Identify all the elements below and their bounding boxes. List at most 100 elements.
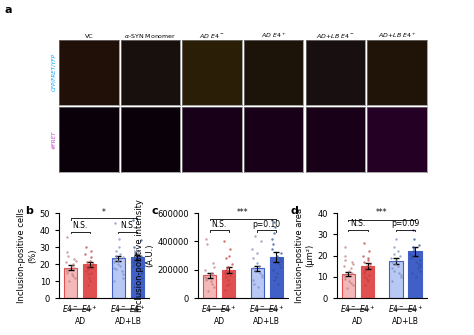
Point	[412, 259, 420, 265]
Point	[221, 270, 229, 275]
Point	[85, 275, 93, 280]
Point	[64, 250, 71, 255]
Point	[271, 225, 279, 230]
Point	[225, 281, 233, 287]
Point	[110, 278, 118, 284]
Point	[131, 250, 139, 255]
Point	[412, 274, 419, 280]
Point	[129, 263, 137, 269]
Point	[273, 253, 281, 258]
Point	[269, 242, 277, 247]
Point	[273, 274, 280, 280]
Point	[112, 267, 120, 272]
Point	[363, 264, 371, 269]
Point	[129, 260, 137, 265]
Point	[271, 230, 278, 236]
Point	[410, 247, 418, 252]
Point	[202, 277, 210, 282]
Point	[226, 273, 234, 278]
Point	[84, 272, 91, 277]
Point	[62, 260, 70, 265]
Point	[138, 265, 146, 270]
Y-axis label: Inclusion-positive area
(μm²): Inclusion-positive area (μm²)	[295, 208, 315, 303]
Point	[111, 221, 119, 226]
Text: AD+LB: AD+LB	[253, 317, 280, 326]
Point	[134, 248, 142, 253]
Point	[69, 262, 77, 267]
Point	[137, 272, 144, 277]
Point	[349, 262, 357, 267]
Point	[210, 284, 218, 289]
Point	[137, 253, 145, 258]
Text: AD: AD	[75, 317, 86, 326]
Point	[341, 276, 349, 282]
Point	[132, 258, 139, 263]
Text: d: d	[291, 206, 298, 216]
Point	[220, 239, 228, 244]
Point	[392, 262, 399, 267]
Point	[71, 265, 78, 270]
Point	[72, 275, 79, 280]
Point	[115, 236, 123, 241]
Point	[209, 260, 217, 265]
Point	[340, 264, 347, 269]
Point	[110, 256, 118, 262]
Point	[416, 264, 423, 269]
Point	[251, 267, 259, 272]
Point	[225, 253, 233, 258]
Point	[65, 278, 73, 284]
Point	[269, 267, 277, 272]
Point	[208, 281, 216, 287]
Title: AD $E4^-$: AD $E4^-$	[200, 32, 225, 40]
Point	[253, 260, 260, 265]
Point	[343, 285, 351, 290]
Point	[84, 282, 91, 287]
Bar	[112, 258, 125, 298]
Point	[274, 281, 282, 287]
Point	[85, 263, 93, 269]
Point	[392, 236, 400, 241]
Point	[110, 260, 118, 265]
Point	[362, 274, 369, 280]
Point	[391, 245, 398, 250]
Point	[72, 258, 79, 263]
Point	[63, 267, 70, 272]
Point	[276, 256, 284, 261]
Point	[364, 278, 372, 284]
Point	[114, 262, 121, 267]
Point	[347, 281, 355, 286]
Point	[394, 264, 402, 269]
Text: N.S.: N.S.	[350, 219, 365, 228]
Point	[407, 251, 414, 256]
Point	[210, 264, 218, 270]
Text: AD+LB: AD+LB	[392, 317, 419, 326]
Point	[360, 270, 367, 275]
Bar	[361, 266, 374, 298]
Text: ***: ***	[237, 208, 249, 217]
Point	[116, 251, 124, 257]
Point	[68, 263, 75, 269]
Point	[87, 270, 95, 275]
Text: ***: ***	[376, 208, 388, 217]
Title: AD+LB $E4^-$: AD+LB $E4^-$	[316, 32, 355, 40]
Text: AD: AD	[352, 317, 364, 326]
Point	[254, 250, 261, 256]
Text: p=0.10: p=0.10	[253, 220, 281, 229]
Point	[131, 255, 139, 260]
Point	[359, 253, 366, 258]
Text: c: c	[152, 206, 158, 216]
Title: AD $E4^+$: AD $E4^+$	[261, 31, 286, 40]
Y-axis label: Inclusion-positive cells
(%): Inclusion-positive cells (%)	[18, 208, 37, 303]
Point	[223, 274, 230, 280]
Point	[249, 246, 256, 251]
Point	[70, 256, 78, 262]
Point	[64, 270, 71, 275]
Bar	[270, 257, 283, 298]
Point	[275, 262, 283, 267]
Point	[135, 267, 142, 272]
Point	[137, 238, 144, 243]
Point	[130, 245, 137, 250]
Point	[226, 246, 233, 251]
Point	[81, 251, 89, 257]
Point	[342, 257, 349, 263]
